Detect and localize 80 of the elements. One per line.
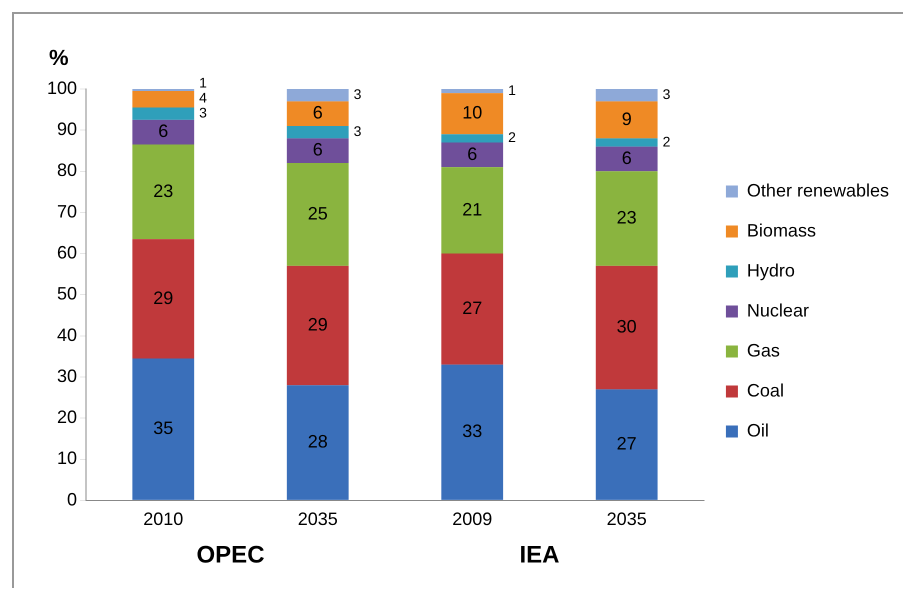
data-label: 6 [467,144,478,164]
y-tick-label: 60 [57,242,78,263]
legend-label: Oil [746,420,769,440]
data-label: 25 [308,203,328,224]
legend-label: Hydro [746,260,795,280]
data-label: 29 [153,288,174,308]
bar [441,254,504,365]
bar [596,389,658,500]
bar [132,91,194,108]
y-tick-label: 80 [57,160,78,180]
bar [441,142,504,168]
x-tick-label: 2010 [143,509,184,530]
bar [286,163,349,266]
legend-label: Coal [746,380,784,400]
data-label: 3 [354,86,362,102]
data-label: 28 [308,432,328,452]
data-label: 6 [158,121,168,142]
bar [441,93,504,134]
y-tick-label: 30 [57,366,78,386]
bar [132,120,194,145]
x-tick-label: 2035 [298,509,338,530]
y-tick-label: 50 [57,284,78,304]
data-label: 6 [622,148,632,168]
text: OPEC [196,542,265,569]
bar [596,89,658,102]
x-tick-label: 2009 [452,509,492,530]
y-tick-label: 100 [46,78,78,98]
legend-label: Nuclear [746,300,809,320]
data-label: 21 [462,199,482,220]
bar [596,146,658,172]
data-label: 33 [462,421,482,442]
bar [286,126,349,138]
data-label: 3 [354,123,362,140]
data-label: 3 [199,104,208,121]
legend-label: Gas [746,340,780,360]
data-label: 6 [312,140,323,160]
bar [132,108,194,120]
y-tick-label: 0 [67,489,78,510]
bar [441,134,504,142]
data-label: 23 [616,208,637,228]
bar [441,89,504,94]
bar [132,358,194,500]
bar [286,385,349,500]
bar [132,239,194,358]
y-tick-label: 10 [57,448,78,468]
data-label: 1 [199,74,208,91]
data-label: 27 [616,434,637,454]
data-label: 27 [462,298,482,318]
bar [132,144,194,240]
data-label: 9 [622,108,632,129]
x-tick-label: 2035 [606,509,647,530]
legend-label: Biomass [746,220,816,240]
bar [286,138,349,164]
data-label: 29 [308,314,328,335]
y-tick-label: 70 [57,201,78,222]
y-tick-label: 20 [57,407,78,428]
data-label: 2 [508,129,516,146]
bar [596,138,658,147]
legend-label: Other renewables [746,180,890,200]
bar [596,171,658,266]
y-tick-label: 90 [57,119,78,140]
data-label: 10 [462,102,482,123]
y-axis-title: % [49,45,69,70]
bar [441,364,504,500]
data-label: 1 [508,82,516,98]
data-label: 4 [199,90,208,106]
text: IEA [519,542,560,569]
data-label: 23 [153,180,174,201]
y-tick-label: 40 [57,324,78,345]
data-label: 30 [616,316,637,337]
data-label: 35 [153,418,174,438]
bar [286,266,349,386]
bar [441,167,504,254]
bar [286,101,349,126]
bar [596,266,658,390]
data-label: 2 [662,133,671,150]
data-label: 3 [662,86,671,102]
data-label: 6 [312,102,323,123]
bar [596,101,658,138]
bar [286,89,349,102]
